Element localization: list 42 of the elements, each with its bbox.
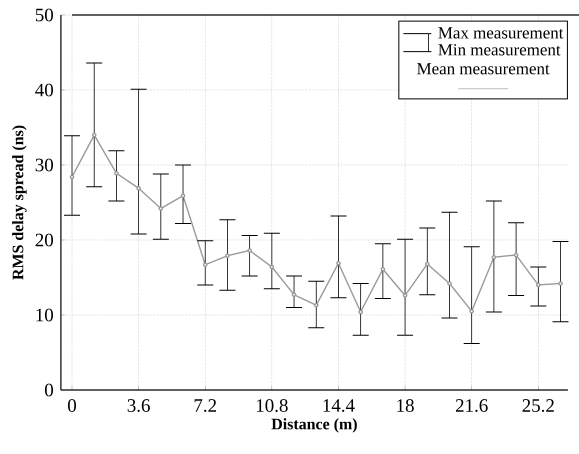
- point: [358, 310, 363, 314]
- x-axis-title: Distance (m): [272, 418, 357, 433]
- x-tick-label: 10.8: [256, 399, 288, 412]
- point: [292, 292, 296, 298]
- point: [424, 262, 430, 266]
- point: [70, 174, 74, 180]
- x-tick-label: 14.4: [324, 399, 355, 412]
- y-axis-title: RMS delay spread (ns): [12, 126, 27, 280]
- y-tick-label: 10: [36, 308, 53, 322]
- point: [270, 264, 274, 270]
- point: [514, 252, 518, 258]
- annotation: Max measurement: [438, 27, 564, 39]
- point: [536, 282, 541, 288]
- point: [92, 132, 97, 138]
- y-tick-label: 20: [36, 234, 53, 246]
- point: [180, 193, 186, 198]
- point: [247, 248, 252, 253]
- point: [558, 281, 563, 286]
- y-tick-label: 40: [35, 84, 53, 96]
- point: [225, 253, 230, 258]
- point: [202, 262, 208, 268]
- point: [136, 186, 141, 191]
- x-tick-label: 0: [68, 399, 76, 412]
- x-tick-label: 21.6: [456, 399, 488, 412]
- point: [469, 308, 474, 314]
- point: [158, 206, 164, 211]
- x-tick-label: 18: [397, 399, 414, 412]
- y-tick-label: 0: [44, 384, 53, 396]
- point: [447, 281, 452, 286]
- text: Mean measurement: [417, 63, 550, 74]
- point: [380, 266, 386, 272]
- point: [492, 254, 496, 260]
- y-tick-label: 30: [36, 158, 53, 172]
- y-tick-label: 50: [36, 8, 53, 22]
- x-tick-label: 7.2: [194, 399, 216, 412]
- point: [402, 293, 408, 298]
- x-tick-label: 25.2: [522, 399, 554, 412]
- point: [314, 302, 319, 308]
- annotation: Min measurement: [438, 44, 561, 56]
- point: [114, 170, 119, 176]
- point: [336, 260, 341, 266]
- x-tick-label: 3.6: [128, 399, 150, 412]
